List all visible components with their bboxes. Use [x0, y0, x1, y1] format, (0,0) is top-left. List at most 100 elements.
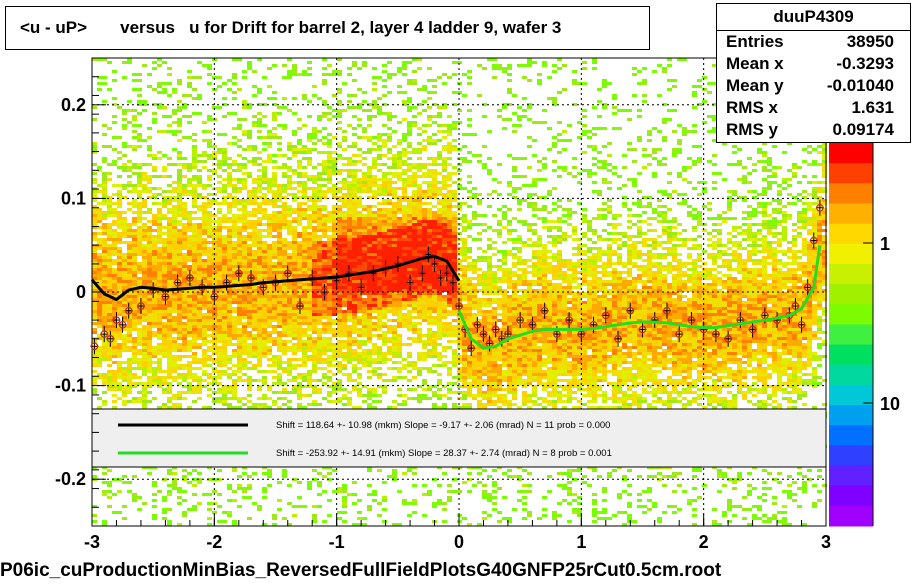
data-point: [748, 321, 757, 338]
data-point: [106, 330, 115, 347]
data-point: [809, 232, 818, 249]
stats-value: -0.01040: [826, 76, 894, 95]
data-point: [118, 316, 127, 333]
y-tick-label: -0.2: [55, 469, 86, 489]
x-tick-label: 1: [576, 532, 586, 552]
data-point: [815, 199, 824, 216]
x-tick-label: 0: [454, 532, 464, 552]
data-point: [124, 302, 133, 319]
x-tick-label: -3: [84, 532, 100, 552]
colorbar-tick-label: 10: [880, 394, 900, 414]
data-point: [724, 330, 733, 347]
colorbar-cell: [829, 223, 873, 245]
stats-label: Mean y: [726, 76, 784, 95]
stats-name: duuP4309: [717, 4, 910, 31]
data-point: [675, 326, 684, 343]
x-tick-label: -2: [206, 532, 222, 552]
y-tick-label: 0.2: [61, 95, 86, 115]
data-point: [320, 284, 329, 300]
colorbar-cell: [829, 445, 873, 467]
colorbar-cell: [829, 183, 873, 204]
data-point: [479, 326, 488, 343]
data-point: [210, 288, 219, 305]
colorbar-tick-label: 1: [880, 234, 890, 254]
data-point: [491, 321, 500, 338]
stats-label: RMS x: [726, 98, 778, 117]
fit-line-green: [457, 244, 822, 350]
stats-row-mean-y: Mean y -0.01040: [717, 75, 910, 97]
stats-row-mean-x: Mean x -0.3293: [717, 53, 910, 75]
x-tick-label: -1: [329, 532, 345, 552]
colorbar-cell: [829, 243, 873, 265]
stats-label: Entries: [726, 32, 784, 51]
y-tick-label: 0: [76, 282, 86, 302]
data-point: [295, 298, 304, 315]
colorbar-cell: [829, 143, 873, 164]
legend-text: Shift = -253.92 +- 14.91 (mkm) Slope = 2…: [276, 448, 612, 459]
stats-row-rms-y: RMS y 0.09174: [717, 119, 910, 141]
colorbar-cell: [829, 344, 873, 366]
colorbar-cell: [829, 263, 873, 285]
colorbar-cell: [829, 425, 873, 446]
colorbar-cell: [829, 485, 873, 507]
data-point: [528, 316, 537, 333]
stats-box: duuP4309 Entries 38950 Mean x -0.3293 Me…: [716, 3, 911, 143]
colorbar-cell: [829, 324, 873, 346]
data-point: [185, 269, 194, 286]
stats-value: -0.3293: [836, 54, 894, 73]
data-point: [662, 302, 671, 319]
data-point: [601, 307, 610, 324]
stats-label: RMS y: [726, 120, 778, 139]
data-point: [436, 269, 445, 286]
colorbar-cell: [829, 284, 873, 305]
stats-row-entries: Entries 38950: [717, 31, 910, 53]
data-point: [473, 316, 482, 333]
data-point: [516, 312, 525, 329]
data-point: [467, 340, 476, 357]
data-point: [565, 312, 574, 329]
data-point: [430, 255, 439, 272]
data-point: [234, 265, 243, 282]
data-point: [112, 312, 121, 329]
color-scale: 1 10: [829, 143, 900, 527]
data-point: [418, 265, 427, 282]
colorbar-cell: [829, 465, 873, 487]
data-point: [357, 279, 366, 296]
y-tick-label: -0.1: [55, 376, 86, 396]
data-point: [442, 265, 451, 282]
stats-row-rms-x: RMS x 1.631: [717, 97, 910, 119]
colorbar-cell: [829, 505, 873, 527]
colorbar-cell: [829, 384, 873, 406]
colorbar-cell: [829, 163, 873, 184]
data-point: [626, 302, 635, 319]
data-point: [797, 316, 806, 333]
fit-legend: Shift = 118.64 +- 10.98 (mkm) Slope = -9…: [91, 408, 827, 468]
source-file-label: P06ic_cuProductionMinBias_ReversedFullFi…: [0, 560, 722, 581]
data-point: [406, 274, 415, 291]
data-point: [638, 321, 647, 338]
legend-box: [91, 408, 827, 468]
data-point: [90, 338, 99, 355]
data-point: [803, 279, 812, 296]
x-tick-label: 3: [821, 532, 831, 552]
data-point: [100, 326, 109, 343]
fit-line-black: [90, 254, 461, 302]
colorbar-cell: [829, 304, 873, 325]
data-point: [614, 330, 623, 347]
fit-lines: [90, 244, 822, 350]
data-point: [136, 298, 145, 315]
data-point: [485, 335, 494, 352]
data-point: [540, 302, 549, 319]
colorbar-cell: [829, 364, 873, 386]
axis-ticks: -3 -2 -1 0 1 2 3 -0.2 -0.1 0 0.1 0.2: [55, 57, 831, 552]
stats-value: 1.631: [851, 98, 894, 117]
x-tick-label: 2: [699, 532, 709, 552]
data-point: [448, 274, 457, 291]
stats-value: 0.09174: [832, 120, 894, 139]
stats-value: 38950: [846, 32, 894, 51]
data-point: [283, 265, 292, 282]
y-tick-label: 0.1: [61, 188, 86, 208]
chart-title: <u - uP> versus u for Drift for barrel 2…: [5, 6, 650, 50]
stats-label: Mean x: [726, 54, 784, 73]
legend-text: Shift = 118.64 +- 10.98 (mkm) Slope = -9…: [276, 420, 610, 431]
